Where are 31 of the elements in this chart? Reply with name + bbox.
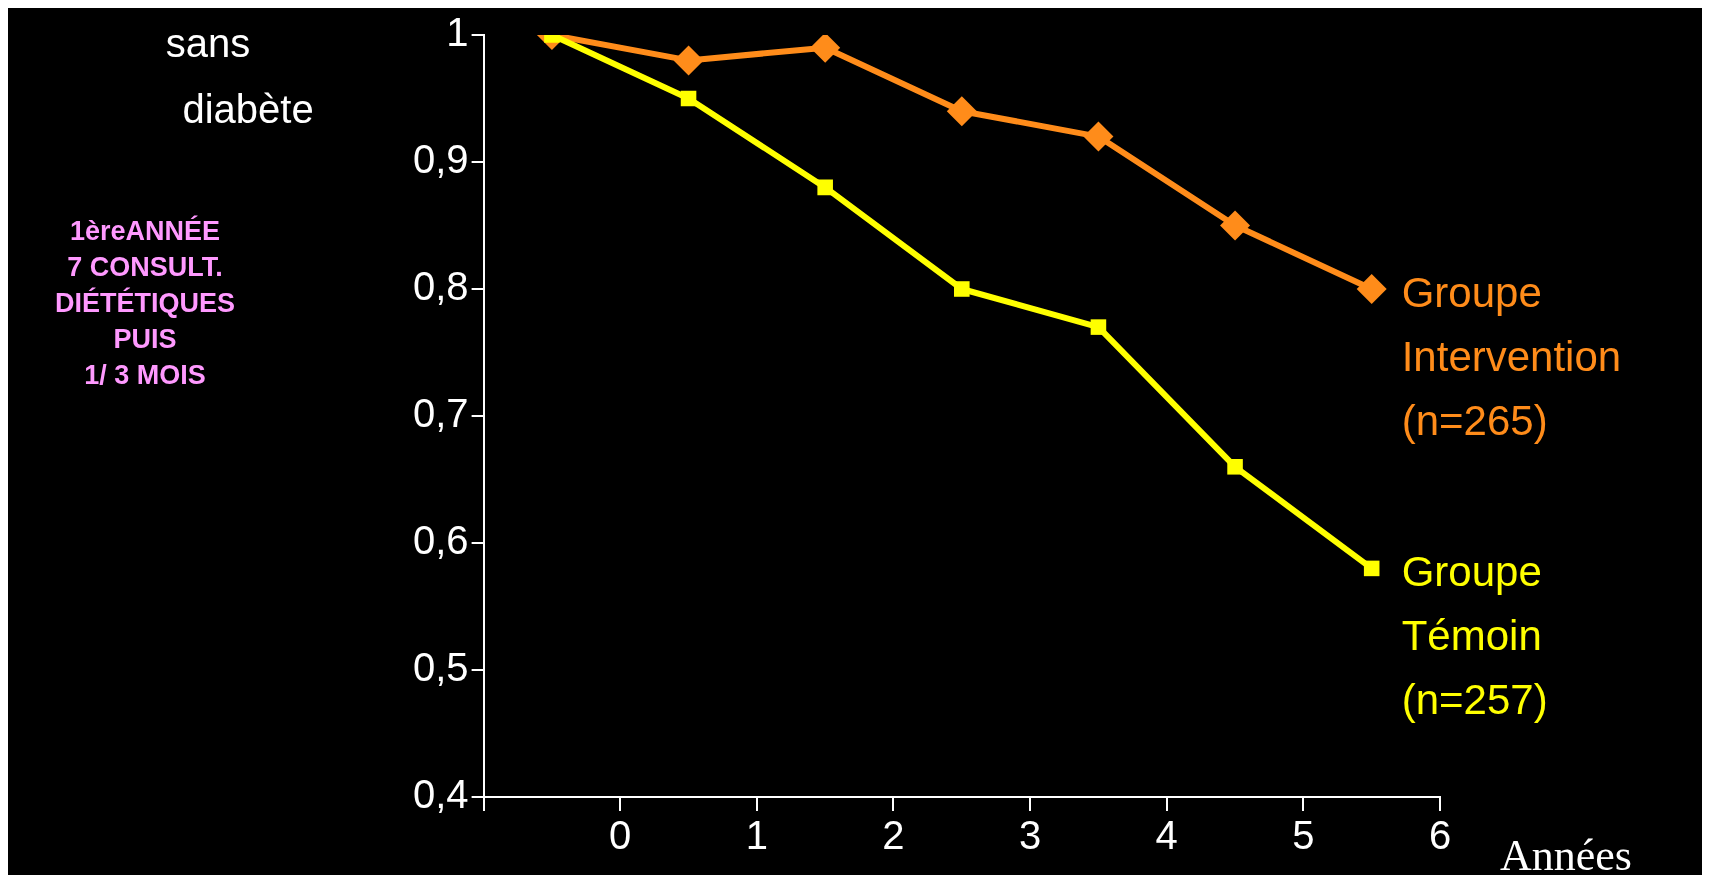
text: 1èreANNÉE 7 CONSULT. DIÉTÉTIQUES PUIS 1/ 3 MOIS [54, 215, 236, 391]
y-tick-label: 1 [446, 10, 469, 55]
point [946, 96, 977, 127]
point [1363, 560, 1380, 577]
point [673, 45, 704, 76]
y-tick-label: 0,6 [413, 518, 469, 563]
y-tick-label: 0,9 [413, 137, 469, 182]
x-tick-label: 4 [1155, 813, 1178, 858]
x-tick-label: 6 [1428, 813, 1452, 858]
point [1083, 121, 1114, 152]
x-axis-title: Années [1500, 830, 1632, 880]
y-tick-label: 0,4 [413, 772, 469, 817]
y-tick-label: 0,5 [413, 645, 469, 690]
y-tick-label: 0,8 [413, 264, 469, 309]
point [817, 179, 833, 196]
x-tick-label: 5 [1292, 813, 1315, 858]
x-tick-label: 1 [745, 813, 768, 858]
y-axis-title: sans diabète [165, 21, 314, 132]
point [1220, 210, 1251, 241]
point [1227, 459, 1243, 475]
series-label: Groupe Témoin (n=257) [1401, 547, 1548, 723]
point [1090, 319, 1107, 335]
series-label: Groupe Intervention (n=265) [1401, 268, 1622, 444]
point [1356, 274, 1387, 304]
point [680, 90, 697, 107]
x-tick-label: 0 [609, 813, 632, 858]
x-tick-label: 2 [882, 813, 905, 858]
y-tick-label: 0,7 [413, 391, 469, 436]
x-tick-label: 3 [1018, 813, 1042, 858]
point [954, 281, 970, 297]
point [810, 35, 841, 63]
